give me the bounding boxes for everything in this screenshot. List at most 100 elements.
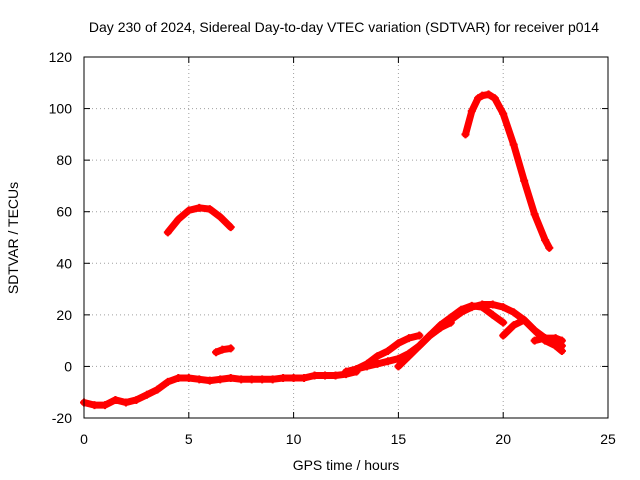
data-point (216, 212, 225, 221)
data-point (509, 321, 518, 330)
series-arc-late-b (530, 334, 566, 345)
x-tick-label: 20 (495, 431, 511, 447)
data-point (331, 371, 340, 380)
series-line (531, 334, 566, 345)
data-point (530, 336, 539, 345)
grid-lines (84, 57, 608, 418)
data-point (111, 395, 120, 404)
data-point (362, 359, 371, 368)
data-point (541, 236, 550, 245)
data-point (216, 375, 225, 384)
data-point (557, 346, 566, 355)
data-point (484, 90, 493, 99)
y-tick-label: 20 (56, 307, 72, 323)
data-point (467, 107, 476, 116)
data-point (557, 336, 566, 345)
data-point (373, 352, 382, 361)
y-tick-label: 100 (49, 101, 73, 117)
series-arc-short (212, 344, 235, 357)
data-point (258, 375, 267, 384)
data-point (90, 401, 99, 410)
data-series (80, 90, 566, 410)
data-point (226, 374, 235, 383)
series-arc-baseline (80, 367, 361, 410)
data-point (163, 228, 172, 237)
y-tick-label: 80 (56, 152, 72, 168)
data-point (321, 371, 330, 380)
data-point (383, 357, 392, 366)
data-point (499, 109, 508, 118)
x-axis-label: GPS time / hours (293, 457, 400, 473)
data-point (310, 371, 319, 380)
data-point (205, 376, 214, 385)
data-point (551, 341, 560, 350)
y-axis-label: SDTVAR / TECUs (5, 182, 21, 294)
data-point (490, 94, 499, 103)
data-point (121, 398, 130, 407)
data-point (342, 367, 350, 376)
data-point (184, 206, 193, 215)
data-point (174, 374, 183, 383)
data-point (404, 352, 413, 361)
x-tick-label: 10 (286, 431, 302, 447)
data-point (184, 374, 193, 383)
data-point (474, 94, 483, 103)
y-tick-label: 0 (64, 358, 72, 374)
axis-ticks (83, 56, 609, 419)
data-point (289, 374, 298, 383)
data-point (425, 331, 434, 340)
data-point (457, 308, 466, 317)
data-point (530, 326, 539, 335)
data-point (404, 334, 413, 343)
data-point (545, 243, 554, 252)
data-point (520, 316, 529, 325)
data-point (195, 375, 204, 384)
data-point (461, 130, 470, 139)
data-point (218, 345, 227, 354)
data-point (226, 344, 235, 353)
data-point (163, 377, 172, 386)
x-tick-label: 25 (600, 431, 616, 447)
data-point (205, 205, 214, 214)
data-point (499, 331, 508, 340)
y-tick-label: 40 (56, 255, 72, 271)
data-point (268, 375, 277, 384)
data-point (478, 300, 487, 309)
data-point (509, 308, 518, 317)
data-point (247, 375, 256, 384)
x-tick-labels: 0 5 10 15 20 25 (80, 431, 616, 447)
y-tick-label: 120 (49, 49, 73, 65)
data-point (226, 223, 235, 232)
data-point (478, 91, 487, 100)
x-tick-label: 15 (391, 431, 407, 447)
series-arc-evening-peak (461, 90, 554, 252)
data-point (100, 401, 109, 410)
data-point (467, 303, 476, 312)
data-point (394, 362, 403, 371)
data-point (212, 348, 221, 357)
data-point (499, 303, 508, 312)
data-point (488, 310, 497, 319)
data-point (174, 215, 183, 224)
data-point (394, 354, 403, 363)
data-point (153, 385, 162, 394)
data-point (509, 140, 518, 149)
data-point (551, 334, 560, 343)
chart-title: Day 230 of 2024, Sidereal Day-to-day VTE… (89, 19, 599, 35)
data-point (142, 390, 151, 399)
data-point (383, 346, 392, 355)
x-tick-label: 5 (185, 431, 193, 447)
data-point (436, 323, 445, 332)
data-point (541, 334, 550, 343)
data-point (530, 210, 539, 219)
data-point (446, 316, 455, 325)
data-point (415, 331, 424, 340)
y-tick-label: -20 (52, 410, 72, 426)
data-point (237, 375, 246, 384)
data-point (132, 395, 141, 404)
y-tick-label: 60 (56, 204, 72, 220)
data-point (300, 374, 309, 383)
series-line (462, 90, 553, 252)
data-point (488, 300, 497, 309)
